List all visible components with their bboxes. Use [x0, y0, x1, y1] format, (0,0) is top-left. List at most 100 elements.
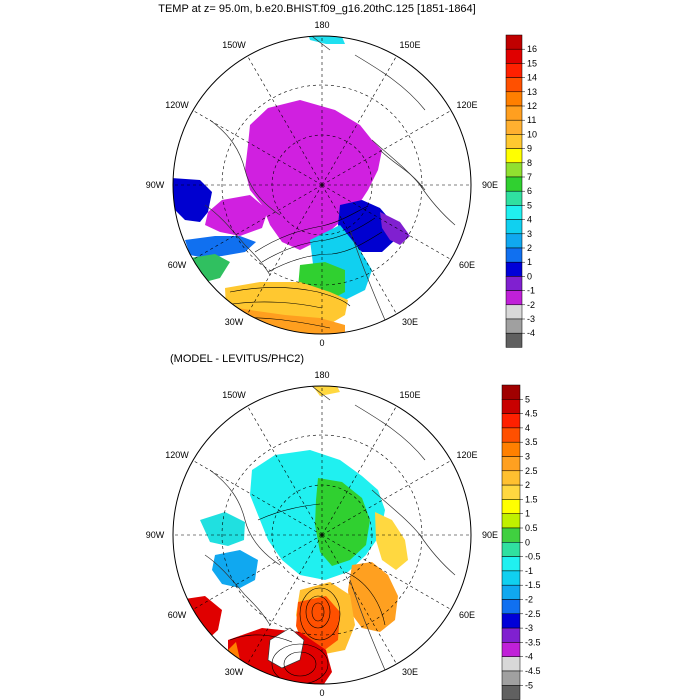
colorbar-box	[501, 384, 521, 400]
lon-label-30e: 30E	[402, 317, 418, 327]
colorbar-box	[501, 399, 521, 414]
panel-2-colorbar: 5 4.5 4 3.5 3 2.5 2 1.5 1 0.5 0 -0.5 -1 -1.5 -2 -2.5 -3 -…	[501, 384, 541, 700]
lon-label-150w: 150W	[222, 40, 246, 50]
colorbar-box	[501, 670, 521, 686]
colorbar-label: 4	[525, 423, 530, 433]
colorbar-label: 3	[527, 229, 532, 239]
panel-2-title: (MODEL - LEVITUS/PHC2)	[170, 353, 304, 365]
colorbar-label: -2	[527, 300, 535, 310]
siberian-violet-field	[380, 212, 410, 245]
colorbar-box	[505, 119, 523, 135]
colorbar-label: -5	[525, 680, 533, 690]
colorbar-box	[505, 105, 523, 121]
colorbar-label: -2.5	[525, 609, 541, 619]
colorbar-label: -4.5	[525, 666, 541, 676]
colorbar-box	[505, 205, 523, 220]
panel-1-map-border	[172, 35, 472, 335]
colorbar-label: -3	[527, 314, 535, 324]
colorbar-label: -1	[527, 286, 535, 296]
colorbar-box	[501, 499, 521, 514]
lon-label-0: 0	[319, 688, 324, 698]
lon-label-150e: 150E	[399, 390, 420, 400]
colorbar-box	[505, 290, 523, 306]
colorbar-label: -0.5	[525, 552, 541, 562]
colorbar-label: -2	[525, 595, 533, 605]
colorbar-box	[501, 627, 521, 643]
colorbar-box	[501, 456, 521, 472]
colorbar-label: 4	[527, 215, 532, 225]
colorbar-label: -3	[525, 623, 533, 633]
colorbar-box	[501, 413, 521, 429]
colorbar-box	[501, 556, 521, 572]
colorbar-label: 10	[527, 129, 537, 139]
lon-label-90e: 90E	[482, 180, 498, 190]
eurasian-green-field	[315, 478, 370, 566]
colorbar-label: 7	[527, 172, 532, 182]
colorbar-label: 5	[525, 394, 530, 404]
colorbar-label: 8	[527, 158, 532, 168]
colorbar-box	[505, 176, 523, 192]
colorbar-box	[505, 219, 523, 235]
bering-cyan-field	[308, 36, 345, 44]
lon-label-180: 180	[314, 20, 329, 30]
colorbar-label: 6	[527, 186, 532, 196]
colorbar-box	[501, 584, 521, 600]
colorbar-label: -1.5	[525, 580, 541, 590]
lon-label-90e: 90E	[482, 530, 498, 540]
panel-1-coastlines	[204, 36, 456, 321]
labrador-green-field	[190, 254, 230, 282]
atlantic-orange-field	[220, 305, 345, 334]
colorbar-label: -1	[525, 566, 533, 576]
colorbar-box	[501, 685, 521, 700]
atlantic-orange-field-2	[220, 642, 240, 684]
colorbar-box	[501, 470, 521, 486]
colorbar-label: 3.5	[525, 437, 538, 447]
lon-label-150e: 150E	[399, 40, 420, 50]
lon-label-0: 0	[319, 338, 324, 348]
colorbar-box	[505, 261, 523, 277]
colorbar-label: 14	[527, 73, 537, 83]
lon-label-60e: 60E	[459, 260, 475, 270]
colorbar-box	[505, 190, 523, 206]
colorbar-box	[505, 34, 523, 50]
colorbar-box	[501, 542, 521, 557]
bering-yellow-field	[312, 386, 340, 396]
lon-label-90w: 90W	[146, 180, 165, 190]
colorbar-box	[505, 148, 523, 164]
colorbar-label: 1	[525, 509, 530, 519]
colorbar-box	[505, 63, 523, 78]
colorbar-label: 12	[527, 101, 537, 111]
colorbar-label: -3.5	[525, 637, 541, 647]
colorbar-label: 16	[527, 44, 537, 54]
colorbar-label: 0	[525, 537, 530, 547]
colorbar-box	[505, 304, 523, 320]
colorbar-box	[505, 134, 523, 149]
colorbar-label: 11	[527, 115, 536, 125]
colorbar-box	[505, 91, 523, 107]
panel-2: (MODEL - LEVITUS/PHC2)	[146, 353, 541, 700]
colorbar-label: 0.5	[525, 523, 538, 533]
colorbar-box	[501, 599, 521, 615]
lon-label-60w: 60W	[168, 260, 187, 270]
greenland-land	[267, 627, 305, 669]
colorbar-label: 5	[527, 200, 532, 210]
colorbar-box	[501, 513, 521, 529]
panel-2-lon-labels: 180 150E 120E 90E 60E 30E 0 30W 60W 90W …	[146, 370, 498, 698]
lon-label-30w: 30W	[225, 667, 244, 677]
baffin-cyan-field	[212, 550, 258, 588]
colorbar-label: 2.5	[525, 466, 538, 476]
lon-label-90w: 90W	[146, 530, 165, 540]
lon-label-150w: 150W	[222, 390, 246, 400]
lon-label-120e: 120E	[456, 450, 477, 460]
panel-1: TEMP at z= 95.0m, b.e20.BHIST.f09_g16.20…	[146, 3, 537, 348]
colorbar-label: -4	[525, 652, 533, 662]
lon-label-30e: 30E	[402, 667, 418, 677]
panel-1-lon-labels: 180 150E 120E 90E 60E 30E 0 30W 60W 90W …	[146, 20, 498, 348]
colorbar-box	[501, 441, 521, 457]
kara-orange-field	[348, 562, 398, 632]
lon-label-30w: 30W	[225, 317, 244, 327]
panel-2-contours	[229, 503, 386, 684]
panel-1-title: TEMP at z= 95.0m, b.e20.BHIST.f09_g16.20…	[158, 3, 475, 15]
